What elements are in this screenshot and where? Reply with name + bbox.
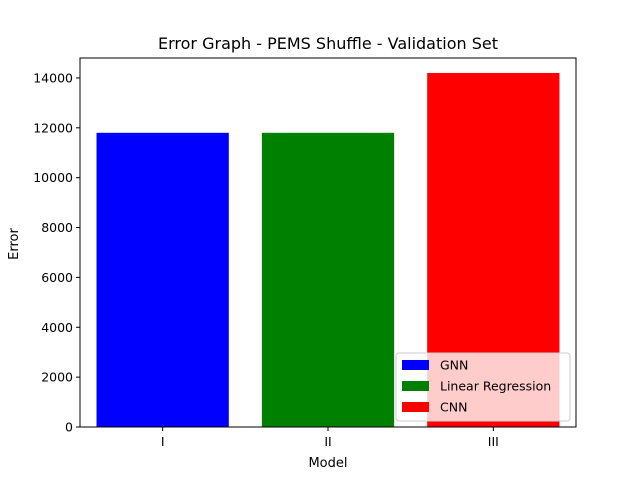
x-tick-label: III (488, 434, 499, 449)
chart-title: Error Graph - PEMS Shuffle - Validation … (158, 34, 498, 53)
bar-II (261, 132, 395, 428)
y-tick-label: 14000 (33, 70, 73, 85)
legend-swatch (402, 381, 429, 391)
legend: GNN Linear Regression CNN (395, 352, 571, 422)
y-axis-label: Error (7, 228, 22, 260)
legend-label: CNN (440, 400, 467, 415)
y-tick-label: 6000 (41, 270, 73, 285)
legend-label: GNN (440, 358, 468, 373)
y-tick-label: 0 (65, 420, 73, 435)
y-tick-label: 12000 (33, 120, 73, 135)
x-axis-label: Model (308, 456, 347, 471)
y-tick-label: 8000 (41, 220, 73, 235)
y-tick-label: 10000 (33, 170, 73, 185)
legend-box (395, 352, 571, 422)
legend-label: Linear Regression (440, 379, 551, 394)
legend-swatch (402, 402, 429, 412)
legend-swatch (402, 360, 429, 370)
y-tick-label: 4000 (41, 320, 73, 335)
bar-I (96, 132, 229, 428)
x-tick-label: II (324, 434, 331, 449)
y-tick-label: 2000 (41, 370, 73, 385)
x-tick-label: I (161, 434, 165, 449)
